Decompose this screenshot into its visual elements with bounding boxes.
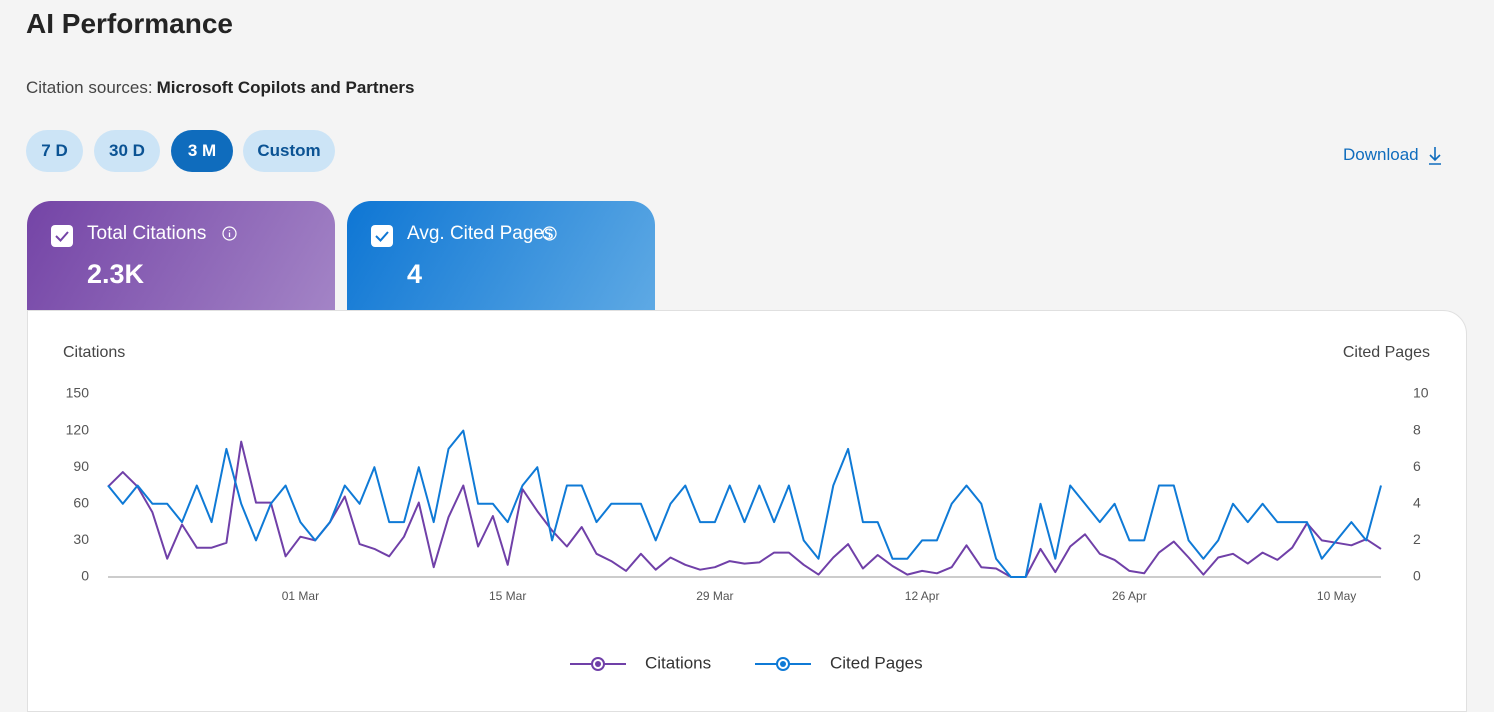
range-button[interactable]: 30 D: [94, 130, 160, 172]
range-button[interactable]: Custom: [243, 130, 335, 172]
checkbox[interactable]: [51, 225, 73, 247]
download-link[interactable]: Download: [1343, 145, 1443, 165]
chart-panel: [27, 310, 1467, 712]
citation-sources: Citation sources: Microsoft Copilots and …: [26, 78, 415, 98]
page-title: AI Performance: [26, 8, 233, 39]
metric-card[interactable]: Total Citations 2.3K: [27, 201, 335, 310]
range-button[interactable]: 3 M: [171, 130, 233, 172]
sources-value: Microsoft Copilots and Partners: [156, 78, 415, 97]
info-icon[interactable]: [542, 226, 557, 241]
card-value: 4: [407, 259, 423, 289]
card-label: Total Citations: [87, 223, 207, 244]
page: AI Performance Citation sources: Microsof…: [26, 8, 1467, 712]
download-icon: [1428, 147, 1441, 165]
range-button[interactable]: 7 D: [26, 130, 83, 172]
download-label: Download: [1343, 145, 1419, 164]
info-icon[interactable]: [222, 226, 237, 241]
card-label: Avg. Cited Pages: [407, 223, 554, 244]
metric-card[interactable]: Avg. Cited Pages 4: [347, 201, 655, 310]
checkbox[interactable]: [371, 225, 393, 247]
sources-label: Citation sources:: [26, 78, 153, 97]
card-value: 2.3K: [87, 259, 145, 289]
